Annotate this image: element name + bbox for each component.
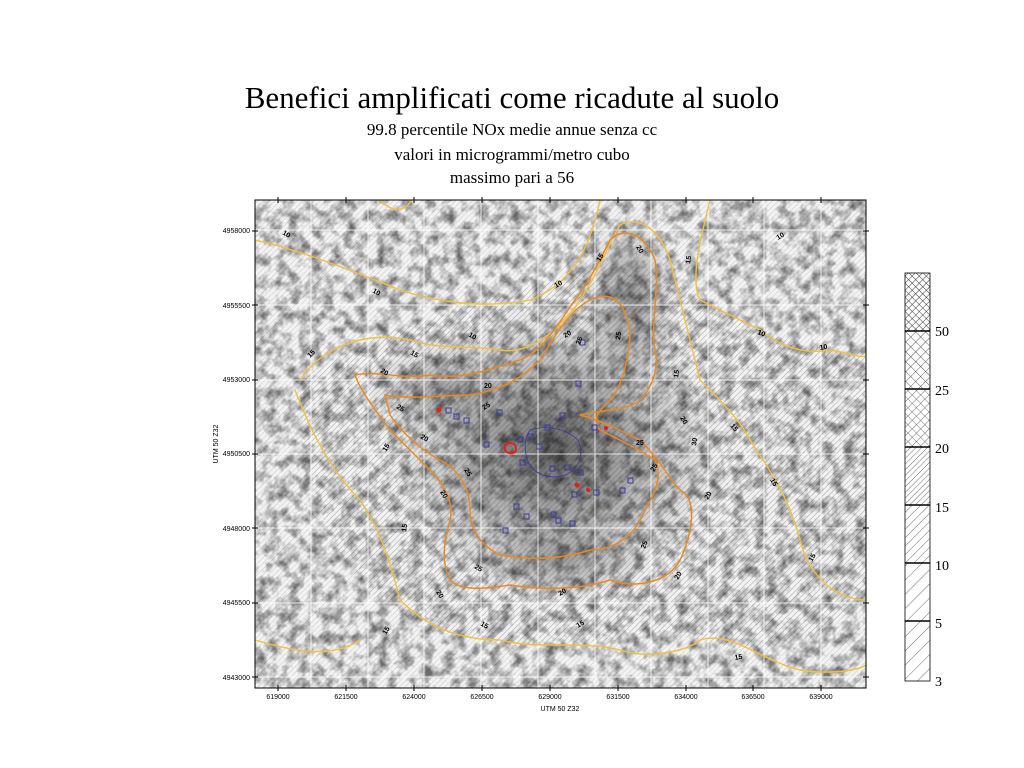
svg-text:20: 20 [558,588,568,598]
svg-text:15: 15 [382,626,392,636]
svg-text:20: 20 [438,490,448,500]
svg-text:25: 25 [640,540,649,550]
svg-text:10: 10 [371,288,381,298]
x-tick-label: 636500 [741,694,764,701]
contour-lines-inner [354,232,693,590]
svg-text:20: 20 [704,491,714,501]
svg-text:20: 20 [419,434,429,444]
y-tick-label: 4943000 [223,675,250,682]
svg-text:10: 10 [776,232,786,242]
city-boundary [524,427,582,478]
legend-swatch-10 [904,504,931,564]
svg-text:15: 15 [685,255,693,264]
svg-text:15: 15 [401,523,409,532]
max-points [436,407,608,492]
svg-text:10: 10 [756,329,766,338]
svg-text:25: 25 [615,331,623,340]
x-tick-label: 634000 [674,694,697,701]
legend-label: 50 [935,325,949,340]
svg-text:10: 10 [467,332,477,342]
x-tick-label: 626500 [470,694,493,701]
legend-swatch-50 [904,272,931,332]
svg-text:25: 25 [395,404,405,414]
legend-swatch-3 [904,620,931,682]
y-axis-title: UTM 50 Z32 [213,424,220,463]
y-axis: 4958000 4955500 4953000 4950500 4948000 … [213,228,869,682]
y-tick-label: 4955500 [223,303,250,310]
svg-text:20: 20 [678,416,688,426]
svg-text:15: 15 [808,553,818,563]
svg-text:25: 25 [462,468,472,478]
subtitle-line-1: 99.8 percentile NOx medie annue senza cc [366,120,658,139]
svg-text:15: 15 [728,423,738,434]
svg-text:15: 15 [409,350,419,360]
svg-text:20: 20 [484,383,492,390]
x-tick-label: 639000 [809,694,832,701]
svg-text:20: 20 [634,245,644,255]
svg-text:10: 10 [554,280,564,290]
y-tick-label: 4950500 [223,451,250,458]
svg-text:30: 30 [691,437,699,446]
legend-label: 10 [935,559,949,574]
y-tick-label: 4948000 [223,526,250,533]
svg-text:10: 10 [819,344,828,352]
svg-text:20: 20 [434,590,444,600]
svg-text:10: 10 [281,230,291,240]
svg-text:15: 15 [576,620,586,630]
svg-text:25: 25 [650,463,660,473]
legend: 50 25 20 15 10 5 3 [904,272,949,690]
svg-text:25: 25 [636,440,644,447]
legend-label: 25 [935,384,949,399]
subtitle-line-2: valori in microgrammi/metro cubo [394,145,630,164]
legend-swatch-15 [904,446,931,506]
svg-text:20: 20 [674,571,684,581]
svg-text:15: 15 [734,654,743,662]
legend-label: 5 [935,617,942,632]
svg-text:25: 25 [473,564,483,574]
svg-text:20: 20 [563,330,573,340]
y-tick-label: 4945500 [223,600,250,607]
legend-swatch-5 [904,562,931,622]
svg-text:15: 15 [479,621,489,631]
x-axis-title: UTM 50 Z32 [541,706,580,713]
map-plot-area: 10 10 10 10 10 10 10 15 15 15 15 15 15 1… [255,200,866,688]
contour-lines-outer [255,200,866,673]
svg-text:25: 25 [575,336,584,346]
y-tick-label: 4958000 [223,228,250,235]
legend-label: 15 [935,501,949,516]
svg-text:15: 15 [306,349,317,360]
svg-text:15: 15 [382,443,392,453]
legend-label: 3 [935,675,942,690]
y-tick-label: 4953000 [223,377,250,384]
x-tick-label: 621500 [334,694,357,701]
legend-label: 20 [935,442,949,457]
x-axis: 619000 621500 624000 626500 629000 63150… [266,197,833,713]
svg-text:20: 20 [379,368,389,378]
map-frame [254,199,867,689]
subtitle-line-3: massimo pari a 56 [449,168,575,187]
x-tick-label: 629000 [538,694,561,701]
monitoring-station-markers [445,339,634,534]
contour-labels: 10 10 10 10 10 10 10 15 15 15 15 15 15 1… [281,230,828,662]
svg-text:25: 25 [482,402,492,412]
slide-title: Benefici amplificati come ricadute al su… [244,80,780,115]
x-tick-label: 624000 [402,694,425,701]
svg-text:15: 15 [596,253,606,263]
svg-text:15: 15 [768,478,778,488]
svg-text:15: 15 [673,369,681,378]
legend-swatch-25 [904,330,931,390]
legend-swatch-20 [904,388,931,448]
x-tick-label: 619000 [266,694,289,701]
x-tick-label: 631500 [606,694,629,701]
